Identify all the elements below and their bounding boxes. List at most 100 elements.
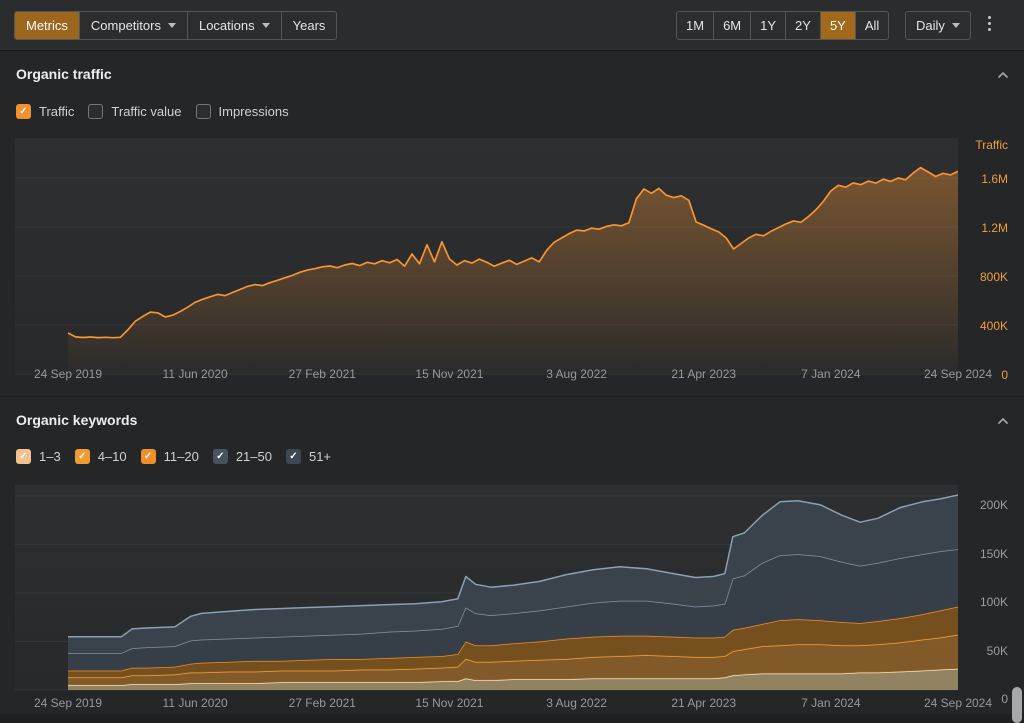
keywords-y-tick: 50K <box>986 643 1008 658</box>
keyword-band <box>68 634 958 686</box>
locations-button[interactable]: Locations <box>186 12 281 39</box>
metrics-button-label: Metrics <box>26 18 68 33</box>
traffic-chart-svg <box>15 166 958 375</box>
range-1m-button[interactable]: 1M <box>677 12 713 39</box>
checkbox-pos-1-3[interactable]: ✓ <box>16 449 31 464</box>
section-divider <box>0 396 1024 397</box>
range-label: 1M <box>686 18 705 33</box>
traffic-area <box>68 167 958 374</box>
collapse-section-icon[interactable] <box>995 67 1011 83</box>
range-6m-button[interactable]: 6M <box>713 12 750 39</box>
legend-label: 11–20 <box>163 449 199 464</box>
view-switcher: Metrics Competitors Locations Years <box>14 11 338 40</box>
organic-traffic-chart[interactable] <box>15 138 958 375</box>
metrics-button[interactable]: Metrics <box>15 12 79 39</box>
keyword-band <box>68 549 958 671</box>
traffic-axis-title: Traffic <box>975 138 1008 152</box>
keywords-x-tick: 11 Jun 2020 <box>162 696 228 710</box>
checkbox-traffic[interactable]: ✓ <box>16 104 31 119</box>
legend-item-pos-1-3[interactable]: ✓ 1–3 <box>16 449 61 464</box>
range-5y-button[interactable]: 5Y <box>819 12 855 39</box>
traffic-x-tick: 21 Apr 2023 <box>671 367 737 381</box>
range-1y-button[interactable]: 1Y <box>750 12 785 39</box>
keywords-x-tick: 24 Sep 2024 <box>923 696 993 710</box>
range-all-button[interactable]: All <box>854 12 888 39</box>
scrollbar-thumb[interactable] <box>1012 687 1022 723</box>
keyword-band <box>68 495 958 654</box>
checkbox-pos-51plus[interactable]: ✓ <box>285 449 301 464</box>
range-label: 6M <box>723 18 742 33</box>
keywords-x-tick: 15 Nov 2021 <box>415 696 484 710</box>
keywords-y-tick: 0 <box>1001 692 1008 706</box>
legend-item-pos-4-10[interactable]: ✓ 4–10 <box>74 449 127 464</box>
keywords-x-tick: 21 Apr 2023 <box>671 696 737 710</box>
keywords-legend: ✓ 1–3 ✓ 4–10 ✓ 11–20 ✓ 21–50 ✓ 51+ <box>16 449 331 464</box>
keywords-y-tick: 100K <box>979 595 1008 609</box>
organic-keywords-chart[interactable] <box>15 485 958 691</box>
legend-label: Traffic value <box>111 104 182 119</box>
range-label: All <box>864 18 880 33</box>
legend-label: 51+ <box>308 449 332 464</box>
keyword-band-line <box>68 633 958 679</box>
legend-item-traffic[interactable]: ✓ Traffic <box>16 104 74 119</box>
top-toolbar: Metrics Competitors Locations Years 1M 6… <box>0 0 1024 51</box>
legend-label: Impressions <box>218 104 289 119</box>
locations-button-label: Locations <box>198 18 255 33</box>
collapse-section-icon[interactable] <box>995 413 1011 429</box>
years-button[interactable]: Years <box>280 12 337 39</box>
bottom-edge <box>0 714 1024 723</box>
keywords-x-tick: 7 Jan 2024 <box>801 696 861 710</box>
traffic-x-tick: 15 Nov 2021 <box>415 367 484 381</box>
organic-traffic-title: Organic traffic <box>16 66 112 82</box>
kebab-menu-icon[interactable] <box>988 16 991 34</box>
legend-label: 1–3 <box>39 449 61 464</box>
competitors-button-label: Competitors <box>90 18 161 33</box>
keyword-band-line <box>68 494 958 638</box>
range-label: 5Y <box>829 18 846 33</box>
checkbox-impressions[interactable]: ✓ <box>195 104 211 119</box>
traffic-y-tick: 1.2M <box>981 221 1008 235</box>
range-2y-button[interactable]: 2Y <box>785 12 820 39</box>
checkbox-pos-11-20[interactable]: ✓ <box>140 449 156 464</box>
checkbox-traffic-value[interactable]: ✓ <box>88 104 104 119</box>
granularity-dropdown[interactable]: Daily <box>905 11 971 40</box>
range-label: 2Y <box>795 18 811 33</box>
checkbox-pos-21-50[interactable]: ✓ <box>212 449 228 464</box>
legend-label: Traffic <box>39 104 75 119</box>
keyword-band-line <box>68 548 958 654</box>
keywords-x-tick: 3 Aug 2022 <box>546 696 607 710</box>
traffic-x-tick: 3 Aug 2022 <box>546 367 607 381</box>
caret-down-icon <box>951 23 960 28</box>
keyword-band <box>68 606 958 678</box>
keywords-y-tick: 200K <box>979 498 1008 512</box>
legend-item-pos-21-50[interactable]: ✓ 21–50 <box>212 449 272 464</box>
date-range-switcher: 1M 6M 1Y 2Y 5Y All <box>676 11 890 40</box>
legend-item-impressions[interactable]: ✓ Impressions <box>195 104 289 119</box>
legend-item-traffic-value[interactable]: ✓ Traffic value <box>88 104 182 119</box>
keywords-x-tick: 27 Feb 2021 <box>288 696 356 710</box>
traffic-x-tick: 24 Sep 2019 <box>33 367 103 381</box>
traffic-legend: ✓ Traffic ✓ Traffic value ✓ Impressions <box>16 104 289 119</box>
traffic-x-tick: 11 Jun 2020 <box>162 367 228 381</box>
legend-item-pos-51plus[interactable]: ✓ 51+ <box>285 449 332 464</box>
keywords-x-tick: 24 Sep 2019 <box>33 696 103 710</box>
organic-keywords-title: Organic keywords <box>16 412 138 428</box>
traffic-y-tick: 0 <box>1001 368 1008 382</box>
traffic-y-tick: 400K <box>979 319 1008 333</box>
traffic-x-tick: 24 Sep 2024 <box>923 367 993 381</box>
legend-item-pos-11-20[interactable]: ✓ 11–20 <box>140 449 199 464</box>
keywords-chart-svg <box>15 494 958 691</box>
traffic-y-tick: 800K <box>979 270 1008 284</box>
traffic-x-tick: 7 Jan 2024 <box>801 367 861 381</box>
traffic-x-tick: 27 Feb 2021 <box>288 367 356 381</box>
range-label: 1Y <box>760 18 777 33</box>
traffic-line <box>67 166 958 339</box>
traffic-y-tick: 1.6M <box>981 172 1008 186</box>
competitors-button[interactable]: Competitors <box>78 12 187 39</box>
checkbox-pos-4-10[interactable]: ✓ <box>74 449 90 464</box>
legend-label: 21–50 <box>235 449 272 464</box>
caret-down-icon <box>167 23 176 28</box>
years-button-label: Years <box>292 18 326 33</box>
granularity-label: Daily <box>916 18 945 33</box>
